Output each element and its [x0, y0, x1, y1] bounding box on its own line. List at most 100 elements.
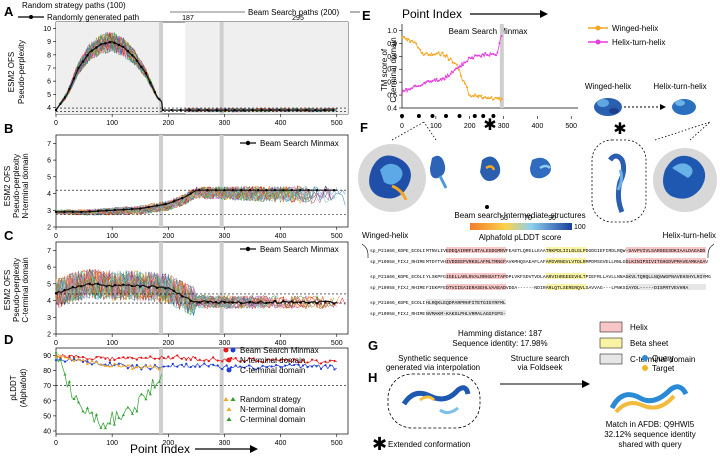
panel-e-hth-point: [492, 53, 495, 56]
inset-winged-structure: [594, 98, 622, 116]
alignment-bracket-left: [361, 243, 369, 258]
panel-e-hth-point: [470, 57, 473, 60]
panel-c-ytick-label: 3: [47, 315, 51, 322]
panel-b-beam-point: [63, 210, 66, 214]
panel-d-beam-nterm-point: [198, 358, 201, 361]
panel-e-hth-point: [455, 67, 458, 70]
panel-c-beam-point: [290, 300, 294, 303]
panel-d-random-cterm-point: [63, 372, 67, 376]
panel-c-beam-point: [256, 301, 260, 304]
panel-d-beam-cterm-point: [108, 361, 112, 364]
panel-e-winged-point: [500, 98, 503, 101]
panel-e-hth-point: [480, 55, 483, 58]
panel-c-beam-point: [63, 288, 66, 292]
panel-e-divider-295: [499, 24, 504, 108]
synthetic-frame: [387, 373, 481, 429]
panel-d-beam-cterm-point: [261, 364, 264, 367]
panel-d-beam-cterm-point: [275, 364, 278, 367]
alignment-sequence: NVMAKM-KAKSLPHLVRMALAGGFGPS-: [426, 311, 506, 317]
panel-a-beam-point: [72, 77, 76, 80]
panel-b-xtick-label: 300: [219, 233, 231, 240]
panel-c-path: [55, 268, 186, 307]
panel-d-random-nterm-point: [99, 363, 103, 366]
panel-a-beam-point: [153, 90, 157, 94]
panel-e-xtick-label: 400: [532, 123, 544, 130]
panel-d-beam-cterm-point: [198, 365, 201, 368]
legend-bottom-marker: [226, 417, 232, 421]
panel-e-hth-point: [413, 85, 416, 88]
panel-d-beam-nterm-point: [333, 359, 336, 363]
panel-a-beam-point: [287, 108, 290, 112]
panel-d-random-cterm-point: [81, 409, 85, 413]
panel-e-hth-point: [443, 78, 446, 81]
panel-a-beam-line: [55, 41, 334, 111]
panel-c-beam-point: [223, 300, 226, 304]
panel-a-beam-point: [149, 81, 152, 84]
panel-d-beam-nterm-point: [95, 355, 98, 359]
panel-a-ytick-label: 4: [47, 105, 51, 112]
panel-d-beam-nterm-point: [72, 356, 76, 359]
legend-top-marker: [226, 357, 232, 363]
panel-c-beam-point: [273, 299, 277, 303]
panel-a-ytick-label: 5: [47, 92, 51, 99]
panel-d-xtick-label: 0: [54, 440, 58, 447]
panel-e-hth-point: [494, 53, 497, 56]
panel-d-random-cterm-point: [148, 392, 152, 396]
note-star: ✱: [372, 434, 387, 454]
panel-d-beam-nterm-point: [131, 357, 134, 360]
panel-e-winged-point: [498, 96, 501, 99]
panel-b-beam-point: [206, 189, 209, 192]
panel-e-hth-point: [429, 80, 432, 83]
panel-c-beam-point: [130, 284, 134, 288]
panel-a-beam-point: [135, 59, 139, 62]
structure-hth-large: [653, 148, 717, 212]
panel-d-random-cterm-point: [54, 350, 58, 354]
panel-d-beam-cterm-point: [63, 360, 67, 363]
panel-e-winged-point: [496, 96, 499, 99]
panel-e-winged-point: [447, 59, 450, 62]
alignment-domain-band: [626, 273, 706, 279]
panel-d-beam-cterm-point: [301, 364, 305, 367]
panel-c-label: C: [4, 228, 14, 243]
panel-e-hth-point: [439, 78, 442, 81]
panel-d-beam-nterm-point: [158, 357, 161, 360]
legend-beam-paths: Beam Search paths (200): [248, 8, 339, 17]
panel-d-xlabel: Point Index: [130, 442, 190, 456]
panel-a-beam-point: [314, 108, 317, 112]
panel-b-label: B: [4, 121, 13, 136]
panel-d-random-nterm-point: [76, 358, 80, 361]
panel-a-beam-region: [185, 22, 348, 114]
panel-e-structure-marker: [481, 114, 486, 118]
panel-d-beam-cterm-point: [81, 360, 85, 363]
hamming-distance: Hamming distance: 187: [458, 329, 543, 338]
panel-c-beam-point: [164, 287, 167, 290]
panel-c-ylabel-2: Pseudo-perplexity: [12, 258, 21, 322]
extended-star: ✱: [613, 121, 626, 138]
match-line-3: shared with query: [618, 440, 681, 449]
panel-e-hth-point: [411, 87, 414, 90]
panel-f: F ✱: [358, 120, 717, 242]
panel-e-winged-point: [441, 51, 444, 54]
panel-d-beam-nterm-point: [180, 357, 183, 360]
structure-intermediate-1: [430, 155, 448, 189]
panel-b-beam-point: [197, 189, 201, 192]
colorbar-tick-100: 100: [574, 224, 586, 231]
panel-a-beam-point: [140, 65, 143, 69]
legend-random-orange-tri: [223, 397, 229, 401]
panel-c-beam-point: [299, 301, 302, 304]
alignment-sequence: HLRQKLEQDPARPRHFITETGIGYRFML: [426, 300, 506, 306]
panel-e-hth-point: [441, 77, 444, 80]
panel-e-winged-point: [490, 96, 493, 99]
legend-helix: Helix: [630, 323, 648, 332]
panel-a-beam-point: [81, 60, 85, 63]
panel-e-hth-point: [459, 65, 462, 68]
match-line-2: 32.12% sequence identity: [604, 430, 696, 439]
panel-c-beam-point: [307, 301, 310, 305]
panel-d-random-cterm-point: [144, 397, 148, 401]
panel-e-winged-point: [419, 48, 422, 51]
panel-h-label: H: [368, 370, 377, 385]
f-caption-dot: [485, 205, 489, 209]
alignment-helix-band: [446, 258, 506, 264]
panel-e-ytick-label: 1.0: [387, 28, 397, 35]
